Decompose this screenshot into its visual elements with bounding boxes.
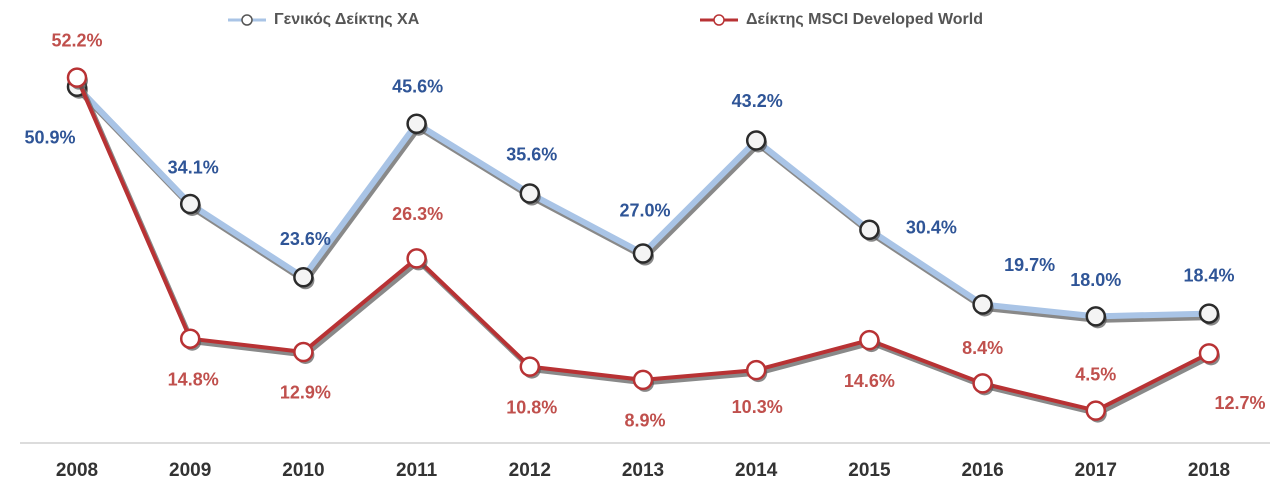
point-marker	[293, 341, 314, 363]
data-label: 34.1%	[168, 158, 219, 178]
point-marker	[632, 369, 654, 391]
x-tick-label: 2017	[1075, 460, 1117, 481]
point-marker	[179, 193, 201, 215]
x-tick-label: 2014	[735, 460, 778, 481]
point-marker	[1198, 303, 1220, 324]
data-label: 45.6%	[392, 76, 443, 96]
point-marker	[519, 183, 541, 204]
x-tick-label: 2018	[1188, 460, 1230, 481]
data-label: 35.6%	[506, 144, 557, 164]
data-label: 26.3%	[392, 204, 443, 224]
data-label: 43.2%	[732, 91, 783, 111]
data-label: 12.7%	[1214, 393, 1265, 413]
data-label: 27.0%	[619, 200, 670, 220]
point-marker	[972, 373, 993, 394]
data-label: 14.8%	[168, 369, 219, 389]
point-marker	[745, 359, 767, 381]
point-marker	[66, 67, 88, 88]
point-marker	[745, 130, 767, 151]
point-marker	[406, 248, 427, 269]
data-label: 10.8%	[506, 397, 557, 417]
data-label: 30.4%	[906, 218, 957, 238]
legend-marker	[713, 14, 725, 26]
point-marker	[632, 243, 654, 264]
point-marker	[859, 329, 880, 351]
data-label: 10.3%	[732, 397, 783, 417]
data-label: 8.9%	[624, 411, 665, 431]
x-tick-label: 2016	[961, 460, 1003, 481]
data-label: 50.9%	[24, 127, 75, 147]
data-label: 12.9%	[280, 383, 331, 403]
data-label: 52.2%	[51, 30, 102, 50]
data-label: 18.4%	[1183, 265, 1234, 285]
data-label: 4.5%	[1075, 364, 1116, 384]
x-tick-label: 2015	[848, 460, 891, 481]
x-tick-label: 2009	[169, 460, 211, 481]
legend-label: Γενικός Δείκτης ΧΑ	[274, 11, 420, 28]
point-marker	[1085, 400, 1107, 421]
point-marker	[519, 356, 541, 377]
point-marker	[859, 219, 880, 241]
point-marker	[1085, 306, 1107, 327]
point-marker	[972, 294, 993, 315]
data-label: 8.4%	[962, 338, 1003, 358]
point-marker	[293, 267, 314, 288]
data-label: 18.0%	[1070, 270, 1121, 290]
x-tick-label: 2010	[282, 460, 324, 481]
data-label: 19.7%	[1004, 255, 1055, 275]
legend-label: Δείκτης MSCI Developed World	[746, 11, 983, 28]
point-marker	[179, 328, 201, 349]
x-tick-label: 2013	[622, 460, 664, 481]
point-marker	[1198, 343, 1220, 364]
x-tick-label: 2008	[56, 460, 98, 481]
point-marker	[406, 113, 427, 134]
x-tick-label: 2012	[509, 460, 551, 481]
data-label: 23.6%	[280, 229, 331, 249]
legend-marker	[241, 14, 253, 26]
data-label: 14.6%	[844, 371, 895, 391]
x-tick-label: 2011	[396, 460, 438, 481]
